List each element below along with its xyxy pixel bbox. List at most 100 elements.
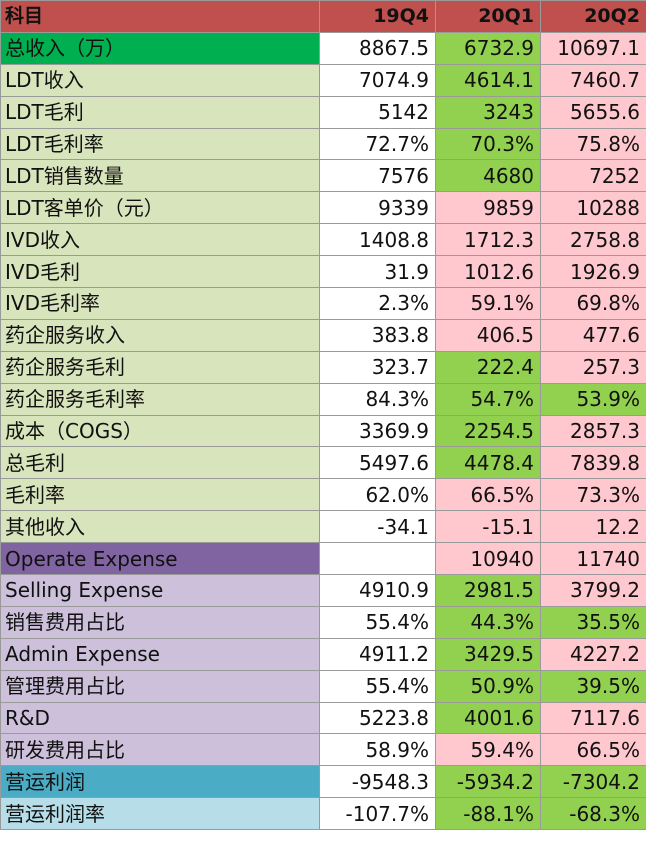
- table-row: Admin Expense 4911.2 3429.5 4227.2: [0, 637, 646, 671]
- table-row: 药企服务毛利率 84.3% 54.7% 53.9%: [0, 382, 646, 416]
- value-cell-19q4: 84.3%: [319, 382, 436, 416]
- value-cell-19q4: 55.4%: [319, 669, 436, 703]
- row-label: 研发费用占比: [0, 733, 320, 767]
- value-cell-20q1: 10940: [435, 542, 541, 576]
- row-label: LDT销售数量: [0, 159, 320, 193]
- value-cell-19q4: 9339: [319, 191, 436, 225]
- value-cell-20q1: 50.9%: [435, 669, 541, 703]
- value-cell-19q4: 4910.9: [319, 574, 436, 607]
- table-body: 总收入（万） 8867.5 6732.9 10697.1 LDT收入 7074.9 4614…: [0, 31, 646, 831]
- value-cell-20q2: 73.3%: [540, 478, 646, 512]
- table-row: R&D 5223.8 4001.6 7117.6: [0, 701, 646, 735]
- value-cell-19q4: 5223.8: [319, 701, 436, 735]
- value-cell-19q4: 55.4%: [319, 605, 436, 639]
- value-cell-20q1: 2254.5: [435, 414, 541, 448]
- row-label: 成本（COGS）: [0, 414, 320, 448]
- value-cell-20q2: 7252: [540, 159, 646, 193]
- table-row: IVD收入 1408.8 1712.3 2758.8: [0, 223, 646, 257]
- table-row: 研发费用占比 58.9% 59.4% 66.5%: [0, 733, 646, 767]
- value-cell-20q2: 75.8%: [540, 127, 646, 161]
- value-cell-20q1: 9859: [435, 191, 541, 225]
- value-cell-20q2: 2758.8: [540, 223, 646, 257]
- value-cell-20q1: -5934.2: [435, 765, 541, 799]
- value-cell-19q4: 3369.9: [319, 414, 436, 448]
- value-cell-19q4: 5142: [319, 95, 436, 129]
- value-cell-20q2: 257.3: [540, 350, 646, 384]
- value-cell-19q4: 58.9%: [319, 733, 436, 767]
- table-row: 营运利润率 -107.7% -88.1% -68.3%: [0, 797, 646, 831]
- table-row: IVD毛利 31.9 1012.6 1926.9: [0, 255, 646, 289]
- value-cell-20q2: 5655.6: [540, 95, 646, 129]
- table-row: IVD毛利率 2.3% 59.1% 69.8%: [0, 287, 646, 320]
- value-cell-20q1: 59.4%: [435, 733, 541, 767]
- value-cell-20q2: -7304.2: [540, 765, 646, 799]
- table-row: 毛利率 62.0% 66.5% 73.3%: [0, 478, 646, 512]
- row-label: 毛利率: [0, 478, 320, 512]
- row-label: 营运利润: [0, 765, 320, 799]
- value-cell-19q4: [319, 542, 436, 576]
- column-header-period: 20Q2: [540, 0, 646, 33]
- value-cell-19q4: 323.7: [319, 350, 436, 384]
- value-cell-20q1: 59.1%: [435, 287, 541, 320]
- table-row: LDT毛利率 72.7% 70.3% 75.8%: [0, 127, 646, 161]
- row-label: 营运利润率: [0, 797, 320, 831]
- table-row: 销售费用占比 55.4% 44.3% 35.5%: [0, 605, 646, 639]
- table-row: 药企服务收入 383.8 406.5 477.6: [0, 318, 646, 352]
- value-cell-19q4: 7074.9: [319, 63, 436, 97]
- value-cell-20q1: 70.3%: [435, 127, 541, 161]
- value-cell-20q1: 1712.3: [435, 223, 541, 257]
- table-row: 管理费用占比 55.4% 50.9% 39.5%: [0, 669, 646, 703]
- value-cell-20q1: 2981.5: [435, 574, 541, 607]
- value-cell-19q4: 1408.8: [319, 223, 436, 257]
- table-row: Operate Expense 10940 11740: [0, 542, 646, 576]
- column-header-item: 科目: [0, 0, 320, 33]
- value-cell-20q1: 3243: [435, 95, 541, 129]
- row-label: 药企服务毛利: [0, 350, 320, 384]
- table-row: LDT毛利 5142 3243 5655.6: [0, 95, 646, 129]
- row-label: IVD毛利率: [0, 287, 320, 320]
- value-cell-20q1: -15.1: [435, 510, 541, 544]
- table-row: LDT销售数量 7576 4680 7252: [0, 159, 646, 193]
- value-cell-20q2: 11740: [540, 542, 646, 576]
- value-cell-20q2: 4227.2: [540, 637, 646, 671]
- value-cell-20q2: -68.3%: [540, 797, 646, 831]
- row-label: Admin Expense: [0, 637, 320, 671]
- value-cell-19q4: 7576: [319, 159, 436, 193]
- value-cell-20q2: 53.9%: [540, 382, 646, 416]
- value-cell-20q2: 66.5%: [540, 733, 646, 767]
- row-label: 销售费用占比: [0, 605, 320, 639]
- row-label: R&D: [0, 701, 320, 735]
- value-cell-20q1: 1012.6: [435, 255, 541, 289]
- table-row: 营运利润 -9548.3 -5934.2 -7304.2: [0, 765, 646, 799]
- value-cell-19q4: -107.7%: [319, 797, 436, 831]
- value-cell-20q1: 4478.4: [435, 446, 541, 480]
- table-row: 成本（COGS） 3369.9 2254.5 2857.3: [0, 414, 646, 448]
- value-cell-19q4: -9548.3: [319, 765, 436, 799]
- value-cell-20q2: 3799.2: [540, 574, 646, 607]
- table-row: 总收入（万） 8867.5 6732.9 10697.1: [0, 31, 646, 65]
- value-cell-20q2: 7117.6: [540, 701, 646, 735]
- header-row: 科目 19Q4 20Q1 20Q2: [0, 0, 646, 33]
- value-cell-20q2: 35.5%: [540, 605, 646, 639]
- value-cell-20q1: -88.1%: [435, 797, 541, 831]
- row-label: 总收入（万）: [0, 31, 320, 65]
- row-label: Selling Expense: [0, 574, 320, 607]
- value-cell-20q2: 12.2: [540, 510, 646, 544]
- value-cell-20q2: 10288: [540, 191, 646, 225]
- row-label: 药企服务收入: [0, 318, 320, 352]
- row-label: LDT收入: [0, 63, 320, 97]
- row-label: 管理费用占比: [0, 669, 320, 703]
- row-label: LDT毛利率: [0, 127, 320, 161]
- value-cell-20q1: 222.4: [435, 350, 541, 384]
- value-cell-19q4: 31.9: [319, 255, 436, 289]
- value-cell-20q2: 7460.7: [540, 63, 646, 97]
- value-cell-19q4: 2.3%: [319, 287, 436, 320]
- table-row: Selling Expense 4910.9 2981.5 3799.2: [0, 574, 646, 607]
- row-label: Operate Expense: [0, 542, 320, 576]
- value-cell-19q4: -34.1: [319, 510, 436, 544]
- value-cell-20q1: 4001.6: [435, 701, 541, 735]
- row-label: LDT客单价（元）: [0, 191, 320, 225]
- value-cell-20q1: 4614.1: [435, 63, 541, 97]
- row-label: IVD毛利: [0, 255, 320, 289]
- value-cell-20q2: 10697.1: [540, 31, 646, 65]
